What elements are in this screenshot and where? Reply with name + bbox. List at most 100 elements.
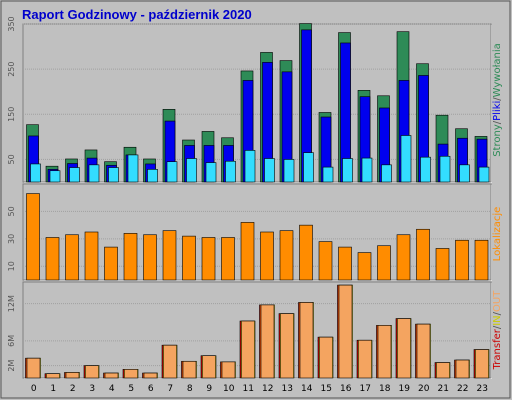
top-legend-entry: Pliki [492, 101, 503, 121]
hits-bar [30, 163, 41, 183]
x-tick-label: 5 [128, 384, 134, 394]
hits-bar [127, 154, 139, 183]
bottom-panel-y-tick-label: 6M [7, 335, 16, 347]
x-tick-label: 18 [379, 384, 391, 394]
x-tick-label: 1 [50, 384, 56, 394]
bottom-legend-entry: IN [492, 315, 503, 325]
locations-bar [377, 245, 391, 281]
x-tick-label: 23 [477, 384, 488, 394]
hits-bar [147, 169, 158, 183]
hits-bar [244, 150, 256, 183]
locations-bar [318, 241, 333, 281]
out-bar [358, 339, 372, 379]
x-tick-label: 3 [89, 384, 95, 394]
locations-bar [221, 237, 235, 281]
middle-panel-y-tick-label: 10 [7, 261, 16, 271]
middle-panel-y-tick-label: 30 [7, 234, 16, 244]
chart-title: Raport Godzinowy - październik 2020 [22, 7, 252, 22]
out-bar [319, 336, 333, 379]
hits-bar [69, 167, 80, 183]
middle-legend: Lokalizacje [492, 207, 503, 262]
locations-bar [416, 228, 430, 281]
bottom-panel-frame [22, 281, 492, 379]
x-tick-label: 16 [340, 384, 352, 394]
top-legend-entry: Strony [492, 124, 503, 157]
out-bar [182, 360, 197, 379]
bottom-legend-entry: / [492, 325, 503, 329]
out-bar [104, 372, 119, 379]
x-tick-label: 2 [70, 384, 76, 394]
bottom-panel-y-tick-label: 12M [7, 295, 16, 312]
middle-legend-entry: Lokalizacje [492, 207, 503, 262]
out-bar [436, 362, 450, 379]
locations-bar [357, 252, 372, 281]
locations-bar [84, 231, 99, 281]
x-tick-label: 13 [282, 384, 293, 394]
locations-bar [104, 246, 118, 281]
out-bar [221, 361, 236, 379]
hits-bar [88, 164, 100, 183]
locations-bar [182, 235, 196, 281]
x-tick-label: 17 [360, 384, 371, 394]
locations-bar [338, 246, 352, 281]
hits-bar [283, 159, 295, 183]
top-panel-y-tick-label: 250 [7, 62, 16, 77]
x-tick-label: 15 [321, 384, 332, 394]
hits-bar [205, 162, 217, 183]
locations-bar [26, 193, 40, 281]
top-legend-entry: Wywołania [492, 43, 503, 97]
bottom-legend-entry: / [492, 311, 503, 315]
hits-bar [420, 156, 431, 183]
out-bar [280, 313, 294, 379]
hits-bar [166, 161, 178, 183]
hits-bar [108, 167, 119, 183]
hits-bar [381, 164, 392, 183]
hits-bar [478, 166, 490, 183]
x-tick-label: 20 [418, 384, 430, 394]
x-tick-label: 9 [206, 384, 212, 394]
top-panel-y-tick-label: 350 [7, 16, 16, 31]
out-bar [124, 369, 138, 379]
out-bar [143, 372, 158, 379]
x-tick-label: 6 [148, 384, 154, 394]
out-bar [163, 344, 177, 379]
locations-bar [65, 234, 79, 281]
x-tick-label: 22 [457, 384, 468, 394]
middle-panel-y-tick-label: 50 [7, 206, 16, 216]
x-tick-label: 4 [109, 384, 115, 394]
hits-bar [49, 170, 61, 183]
locations-bar [162, 230, 177, 281]
hits-bar [342, 158, 353, 183]
out-bar [377, 325, 392, 379]
bottom-panel-y-tick-label: 2M [7, 360, 16, 372]
locations-bar [435, 248, 450, 281]
out-bar [299, 302, 314, 379]
out-bar [455, 359, 470, 379]
x-tick-label: 21 [438, 384, 449, 394]
top-panel-y-tick-label: 50 [7, 154, 16, 164]
out-bar [397, 318, 411, 379]
hits-bar [459, 164, 470, 183]
middle-panel-frame [22, 183, 492, 281]
hits-bar [322, 166, 334, 183]
hits-bar [439, 155, 451, 183]
out-bar [241, 320, 255, 379]
locations-bar [123, 233, 138, 281]
locations-bar [201, 237, 216, 281]
out-bar [85, 365, 99, 379]
out-bar [202, 355, 216, 379]
bottom-legend-entry: OUT [492, 290, 503, 312]
x-tick-label: 8 [187, 384, 193, 394]
bottom-legend-entry: Transfer [492, 328, 503, 370]
out-bar [475, 349, 489, 379]
bottom-legend: Transfer/IN/OUT [492, 290, 503, 371]
out-bar [65, 372, 80, 379]
locations-bar [45, 237, 60, 281]
hits-bar [225, 160, 236, 183]
out-bar [416, 323, 431, 379]
top-legend-entry: / [492, 97, 503, 101]
locations-bar [279, 230, 294, 281]
out-bar [260, 304, 275, 379]
